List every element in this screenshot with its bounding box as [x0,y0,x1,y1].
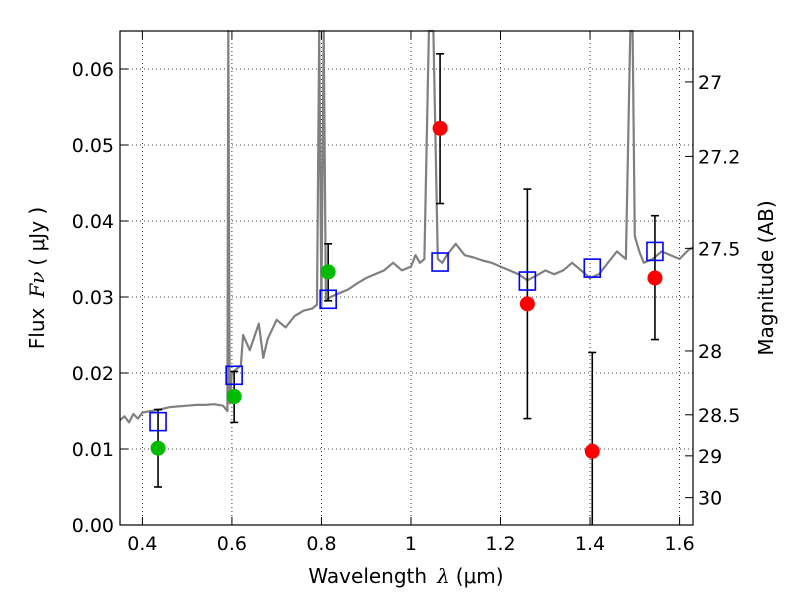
model-photometry-square [431,252,449,272]
x-tick-label: 1.2 [485,533,515,555]
y2-tick-label: 27 [698,72,722,94]
observed-flux-point [150,440,166,456]
y-tick-label: 0.04 [72,211,114,233]
x-tick-label: 0.6 [217,533,247,555]
model-photometry-square [149,411,167,432]
observed-flux-point [432,120,448,136]
y-tick-label: 0.06 [72,59,114,81]
y2-tick-label: 28 [698,341,722,363]
observed-flux-point [519,296,535,312]
markers [149,120,664,459]
y2-tick-label: 29 [698,446,722,468]
x-tick-label: 1.4 [575,533,605,555]
plot-frame [119,30,694,526]
x-axis-label: Wavelength λ (μm) [308,564,503,588]
plot-area [119,29,694,424]
y2-tick-label: 30 [698,488,722,510]
observed-flux-point [647,270,663,286]
model-photometry-square [583,258,602,278]
x-tick-label: 0.8 [306,533,336,555]
y2-axis-label: Magnitude (AB) [754,200,778,355]
model-photometry-square [319,289,337,310]
y-tick-label: 0.05 [72,135,114,157]
x-tick-label: 1.6 [664,533,694,555]
y-tick-label: 0.01 [72,439,114,461]
observed-flux-point [226,389,242,405]
model-photometry-square [518,271,537,291]
y-axis-label: FluxFν( μJy ) [25,207,49,349]
y-tick-label: 0.03 [72,287,114,309]
model-photometry-square [225,365,243,386]
observed-flux-point [584,443,600,459]
ticks: 0.4 0.6 0.8 1 1.2 1.4 1.6 0.00 0.01 0.02 0.03 0.04 0… [72,31,740,555]
y-tick-label: 0.02 [72,363,114,385]
y2-tick-label: 27.2 [698,146,740,168]
model-photometry-square [646,241,664,262]
y2-tick-label: 27.5 [698,238,740,260]
x-tick-label: 0.4 [127,533,157,555]
grid-lines [120,31,693,525]
x-tick-label: 1 [405,533,417,555]
spectrum-line [119,29,694,424]
observed-flux-point [320,264,336,280]
y2-tick-label: 28.5 [698,405,740,427]
y-tick-label: 0.00 [72,515,114,537]
